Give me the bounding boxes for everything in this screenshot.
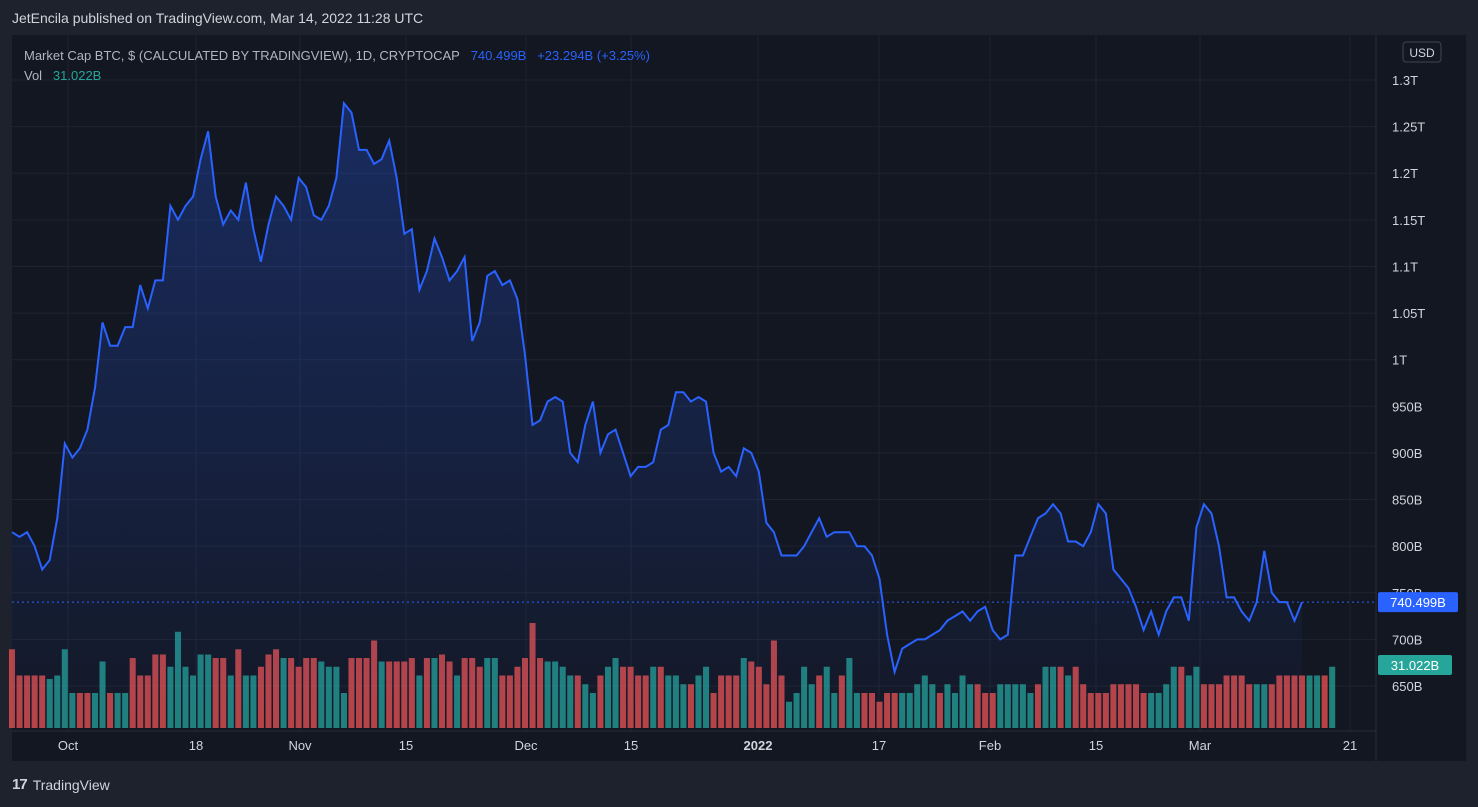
- publisher-line: JetEncila published on TradingView.com, …: [12, 10, 424, 26]
- y-tick-label: 850B: [1392, 493, 1422, 508]
- volume-badge: [1378, 655, 1452, 675]
- y-tick-label: 700B: [1392, 632, 1422, 647]
- y-tick-label: 1.15T: [1392, 213, 1425, 228]
- x-tick-label: 15: [399, 738, 413, 753]
- x-tick-label: 15: [624, 738, 638, 753]
- volume-bar: [1314, 675, 1321, 728]
- legend-vol-row: Vol 31.022B: [24, 66, 650, 86]
- y-tick-label: 1.1T: [1392, 259, 1418, 274]
- y-tick-label: 1.05T: [1392, 306, 1425, 321]
- y-tick-label: 800B: [1392, 539, 1422, 554]
- y-tick-label: 1.2T: [1392, 166, 1418, 181]
- y-tick-label: 900B: [1392, 446, 1422, 461]
- tradingview-logo-icon: 17: [12, 776, 28, 793]
- legend-vol-label[interactable]: Vol: [24, 68, 43, 83]
- price-axis: 1.3T 1.25T 1.2T 1.15T 1.1T 1.05T 1T 950B 900B 850…: [1375, 35, 1425, 761]
- y-tick-label: 1.25T: [1392, 120, 1425, 135]
- x-tick-label: 2022: [744, 738, 773, 753]
- legend-symbol[interactable]: Market Cap BTC, $ (CALCULATED BY TRADING…: [24, 48, 460, 63]
- y-tick-label: 650B: [1392, 679, 1422, 694]
- currency-label: USD: [1409, 46, 1435, 60]
- x-tick-label: Mar: [1189, 738, 1212, 753]
- x-tick-label: Feb: [979, 738, 1001, 753]
- x-tick-label: 21: [1343, 738, 1357, 753]
- footer-brand-text: TradingView: [32, 776, 110, 793]
- x-tick-label: Dec: [514, 738, 538, 753]
- legend-vol-value: 31.022B: [52, 68, 102, 83]
- legend-main-row: Market Cap BTC, $ (CALCULATED BY TRADING…: [24, 46, 650, 66]
- y-tick-label: 1.3T: [1392, 73, 1418, 88]
- volume-bar: [1306, 675, 1313, 728]
- volume-bar: [1321, 675, 1328, 728]
- market-cap-line: [11, 100, 1303, 676]
- currency-button[interactable]: USD: [1402, 41, 1442, 63]
- market-cap-area: [12, 103, 1302, 729]
- price-badge-label: 740.499B: [1390, 595, 1446, 610]
- legend-change: +23.294B (+3.25%): [537, 48, 650, 63]
- x-tick-label: Nov: [288, 738, 312, 753]
- price-badge: [1378, 592, 1458, 613]
- x-tick-label: Oct: [58, 738, 79, 753]
- volume-bar: [1329, 666, 1336, 728]
- x-tick-label: 17: [872, 738, 886, 753]
- y-tick-label: 1T: [1392, 353, 1407, 368]
- y-tick-label: 950B: [1392, 399, 1422, 414]
- footer-branding[interactable]: 17 TradingView: [12, 776, 110, 793]
- legend-last-value: 740.499B: [470, 48, 527, 63]
- time-axis: Oct 18 Nov 15 Dec 15 2022 17 Feb 15 Mar 21: [12, 730, 1376, 753]
- legend: Market Cap BTC, $ (CALCULATED BY TRADING…: [24, 46, 650, 86]
- volume-badge-label: 31.022B: [1391, 658, 1439, 673]
- x-tick-label: 18: [189, 738, 203, 753]
- axis-badges: 740.499B 31.022B: [1378, 592, 1458, 675]
- x-tick-label: 15: [1089, 738, 1103, 753]
